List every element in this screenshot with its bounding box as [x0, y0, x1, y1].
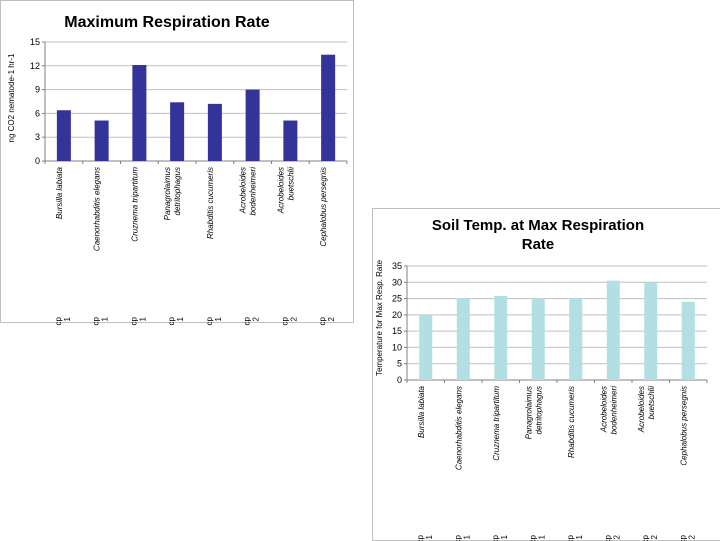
cp-class-label: 2	[687, 534, 696, 539]
bar	[456, 298, 470, 380]
category-label: Caenorhabditis elegans	[93, 167, 102, 251]
category-label: buetschlii	[647, 386, 656, 420]
cp-class-label: cp	[129, 316, 138, 325]
respiration-rate-chart: Maximum Respiration Rate ng CO2 nematode…	[0, 0, 354, 325]
cp-class-label: 1	[214, 316, 223, 321]
category-label: Acrobeloides	[637, 386, 646, 433]
bar	[94, 120, 109, 161]
cp-class-label: 1	[101, 316, 110, 321]
y-axis-label: Temperature for Max Resp. Rate	[375, 259, 384, 376]
y-tick-label: 0	[397, 375, 402, 385]
y-tick-label: 15	[30, 37, 40, 47]
cp-class-label: 2	[252, 316, 261, 321]
category-label: Acrobeloides	[276, 167, 285, 214]
cp-class-label: cp	[280, 316, 289, 325]
category-label: detritophagus	[173, 167, 182, 215]
cp-class-label: 1	[138, 316, 147, 321]
cp-class-label: 1	[575, 534, 584, 539]
cp-class-label: cp	[243, 316, 252, 325]
bar	[321, 54, 336, 162]
y-tick-label: 0	[35, 156, 40, 166]
bars	[419, 280, 695, 380]
cp-class-label: 1	[176, 316, 185, 321]
category-label: Panagrolaimus	[163, 167, 172, 220]
category-label: Bursilla labiata	[417, 385, 426, 438]
category-label: buetschlii	[286, 167, 295, 201]
y-tick-label: 30	[392, 277, 402, 287]
bar	[56, 110, 71, 161]
cp-class-label: 1	[537, 534, 546, 539]
bar	[531, 298, 545, 380]
chart-title: Maximum Respiration Rate	[64, 14, 269, 31]
cp-class-label: cp	[566, 534, 575, 541]
cp-class-label: cp	[54, 316, 63, 325]
category-label: Panagrolaimus	[524, 386, 533, 439]
category-label: Caenorhabditis elegans	[454, 386, 463, 470]
cp-class-label: 2	[327, 316, 336, 321]
y-tick-label: 35	[392, 261, 402, 271]
category-label: Rhabditis cucumeris	[206, 167, 215, 239]
y-axis-label: ng CO2 nematode-1 hr-1	[7, 53, 16, 142]
cp-class-label: 2	[612, 534, 621, 539]
y-tick-label: 12	[30, 61, 40, 71]
category-label: Cephalobus persegnis	[679, 386, 688, 466]
cp-class-label: 2	[289, 316, 298, 321]
cp-class-label: 1	[425, 534, 434, 539]
category-label: bodenheimeri	[249, 167, 258, 216]
axes: 0 3 6 9 12 15	[30, 37, 348, 166]
axes: 0 5 10 15 20 25 30 35	[392, 261, 708, 385]
bar	[494, 295, 508, 380]
y-tick-label: 25	[392, 294, 402, 304]
y-tick-label: 5	[397, 359, 402, 369]
y-tick-label: 3	[35, 132, 40, 142]
cp-class-label: 2	[650, 534, 659, 539]
category-label: bodenheimeri	[609, 386, 618, 435]
cp-class-label: cp	[678, 534, 687, 541]
cp-class-label: cp	[453, 534, 462, 541]
respiration-rate-svg: Maximum Respiration Rate ng CO2 nematode…	[7, 14, 348, 325]
chart-title-line-1: Soil Temp. at Max Respiration	[432, 217, 644, 234]
chart-title-line-2: Rate	[522, 236, 555, 253]
y-tick-label: 20	[392, 310, 402, 320]
bar	[207, 103, 222, 161]
soil-temperature-svg: Soil Temp. at Max Respiration Rate Tempe…	[375, 217, 708, 541]
bars	[56, 54, 336, 162]
category-label: Rhabditis cucumeris	[567, 386, 576, 458]
bar	[681, 301, 695, 380]
bar	[569, 298, 583, 380]
category-label: Cruznema tripartitum	[492, 386, 501, 461]
category-label: Cruznema tripartitum	[130, 167, 139, 242]
category-label: detritophagus	[534, 386, 543, 434]
cp-class-label: cp	[641, 534, 650, 541]
cp-class-label: cp	[603, 534, 612, 541]
bar	[132, 65, 147, 161]
category-label: Cephalobus persegnis	[319, 167, 328, 247]
bar	[283, 120, 298, 161]
category-label: Acrobeloides	[239, 167, 248, 214]
bar	[170, 102, 185, 161]
cp-class-label: 1	[63, 316, 72, 321]
cp-class-label: cp	[416, 534, 425, 541]
y-tick-label: 10	[392, 342, 402, 352]
cp-class-label: 1	[500, 534, 509, 539]
cp-class-label: cp	[92, 316, 101, 325]
y-tick-label: 15	[392, 326, 402, 336]
cp-class-label: cp	[318, 316, 327, 325]
category-label: Acrobeloides	[599, 386, 608, 433]
bar	[644, 282, 658, 380]
cp-class-label: cp	[167, 316, 176, 325]
bar	[419, 314, 433, 380]
cp-class-label: cp	[491, 534, 500, 541]
cp-class-label: cp	[205, 316, 214, 325]
category-label: Bursilla labiata	[55, 166, 64, 219]
y-tick-label: 9	[35, 85, 40, 95]
bar	[606, 280, 620, 380]
bar	[245, 89, 260, 161]
cp-class-label: cp	[528, 534, 537, 541]
cp-class-label: 1	[462, 534, 471, 539]
y-tick-label: 6	[35, 108, 40, 118]
soil-temperature-chart: Soil Temp. at Max Respiration Rate Tempe…	[372, 208, 720, 541]
